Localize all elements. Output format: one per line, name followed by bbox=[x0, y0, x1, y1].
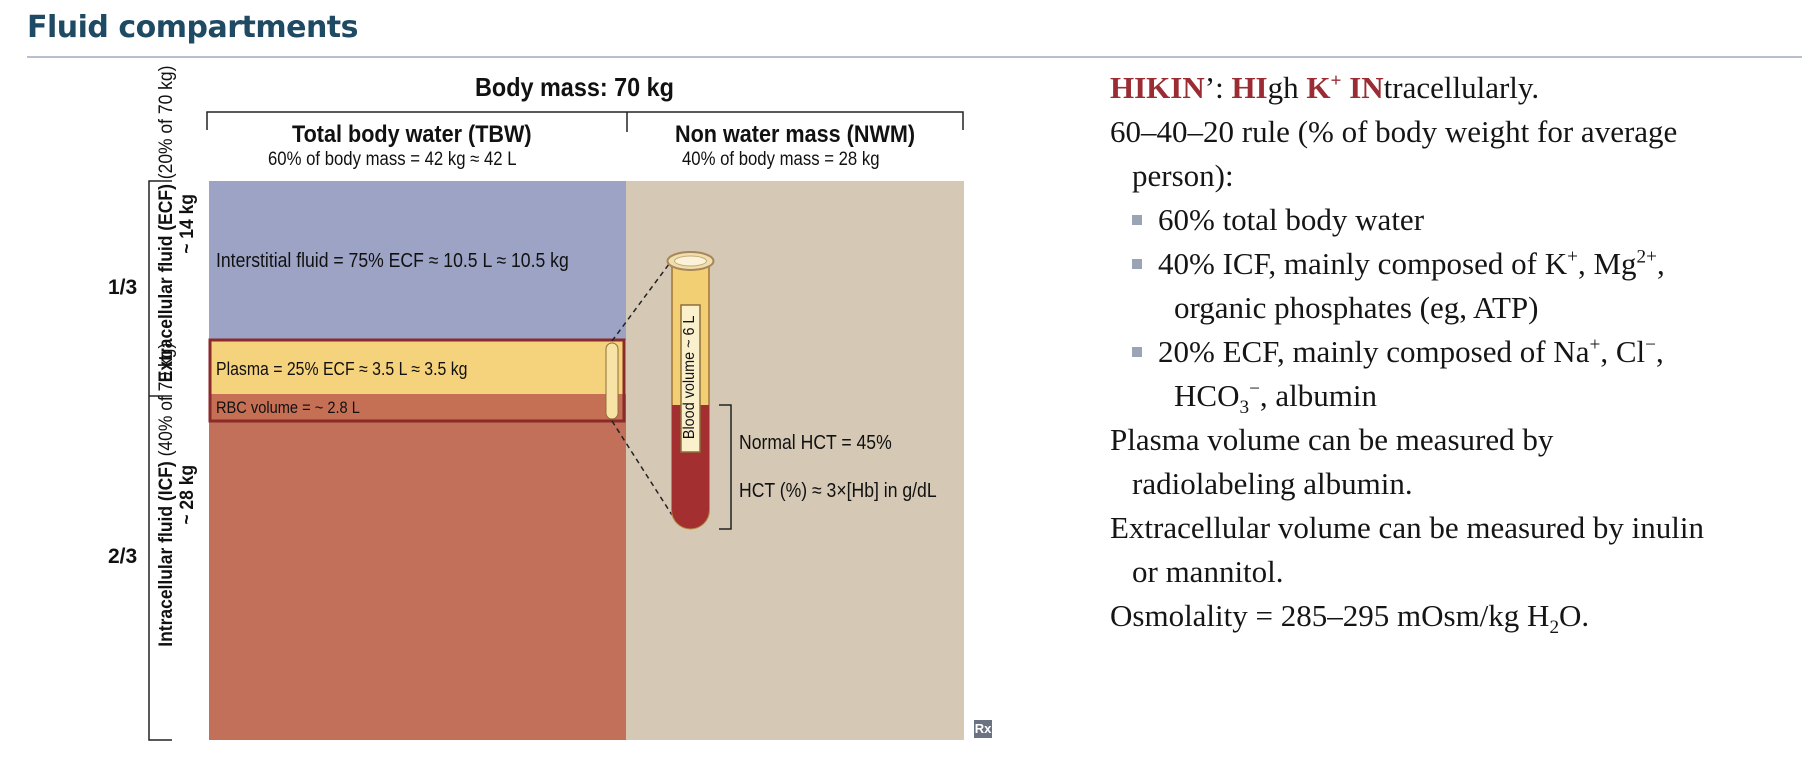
blood-volume-label: Blood volume ~ 6 L bbox=[681, 315, 698, 440]
rx-logo: Rx bbox=[974, 720, 992, 738]
bullet-square-icon bbox=[1132, 215, 1142, 225]
body-mass-label: Body mass: 70 kg bbox=[475, 72, 674, 102]
ecv-line-2: or mannitol. bbox=[1132, 554, 1284, 589]
icf-label: Intracellular fluid (ICF) (40% of 70 kg)… bbox=[156, 342, 198, 647]
rule-line-2: person): bbox=[1132, 158, 1234, 193]
bullet-ecf-cont: HCO3−, albumin bbox=[1174, 378, 1378, 419]
hikin-line: HIKIN’: HIgh K+ INtracellularly. bbox=[1110, 70, 1540, 105]
bullet-icf: 40% ICF, mainly composed of K+, Mg2+, bbox=[1110, 242, 1810, 286]
tbw-subtitle: 60% of body mass = 42 kg ≈ 42 L bbox=[268, 149, 517, 170]
bullet-ecf: 20% ECF, mainly composed of Na+, Cl−, bbox=[1110, 330, 1810, 374]
plasma-line-2: radiolabeling albumin. bbox=[1132, 466, 1413, 501]
blood-tube-icon bbox=[666, 251, 715, 530]
plasma-label: Plasma = 25% ECF ≈ 3.5 L ≈ 3.5 kg bbox=[216, 359, 468, 379]
interstitial-block bbox=[209, 181, 626, 340]
page-title: Fluid compartments bbox=[27, 10, 359, 45]
icf-block bbox=[209, 421, 626, 740]
body-mass-bracket bbox=[206, 111, 964, 130]
plasma-block bbox=[209, 340, 626, 394]
header-divider bbox=[27, 56, 1802, 58]
nwm-subtitle: 40% of body mass = 28 kg bbox=[682, 149, 880, 170]
left-bracket bbox=[148, 180, 172, 741]
ecf-fraction: 1/3 bbox=[108, 276, 138, 299]
nwm-title: Non water mass (NWM) bbox=[675, 121, 916, 148]
notes-panel: HIKIN’: HIgh K+ INtracellularly. 60–40–2… bbox=[1110, 66, 1810, 638]
bullet-tbw: 60% total body water bbox=[1110, 198, 1810, 242]
tbw-title: Total body water (TBW) bbox=[292, 121, 532, 148]
hct-formula-label: HCT (%) ≈ 3×[Hb] in g/dL bbox=[739, 480, 937, 502]
hct-bracket bbox=[719, 404, 732, 530]
blood-outline bbox=[208, 338, 626, 423]
osmolality-line: Osmolality = 285–295 mOsm/kg H2O. bbox=[1110, 598, 1590, 639]
bullet-icf-cont: organic phosphates (eg, ATP) bbox=[1174, 290, 1539, 325]
rbc-label: RBC volume = ~ 2.8 L bbox=[216, 398, 360, 417]
bullet-square-icon bbox=[1132, 347, 1142, 357]
rbc-block bbox=[209, 394, 626, 421]
bullet-square-icon bbox=[1132, 259, 1142, 269]
small-tube-icon bbox=[605, 342, 619, 420]
plasma-line-1: Plasma volume can be measured by bbox=[1110, 422, 1554, 457]
icf-fraction: 2/3 bbox=[108, 545, 138, 568]
zoom-line-bottom bbox=[611, 420, 673, 516]
ecv-line-1: Extracellular volume can be measured by … bbox=[1110, 510, 1704, 545]
rule-line-1: 60–40–20 rule (% of body weight for aver… bbox=[1110, 114, 1678, 149]
zoom-line-top bbox=[611, 259, 673, 342]
interstitial-label: Interstitial fluid = 75% ECF ≈ 10.5 L ≈ … bbox=[216, 250, 569, 272]
normal-hct-label: Normal HCT = 45% bbox=[739, 432, 892, 454]
